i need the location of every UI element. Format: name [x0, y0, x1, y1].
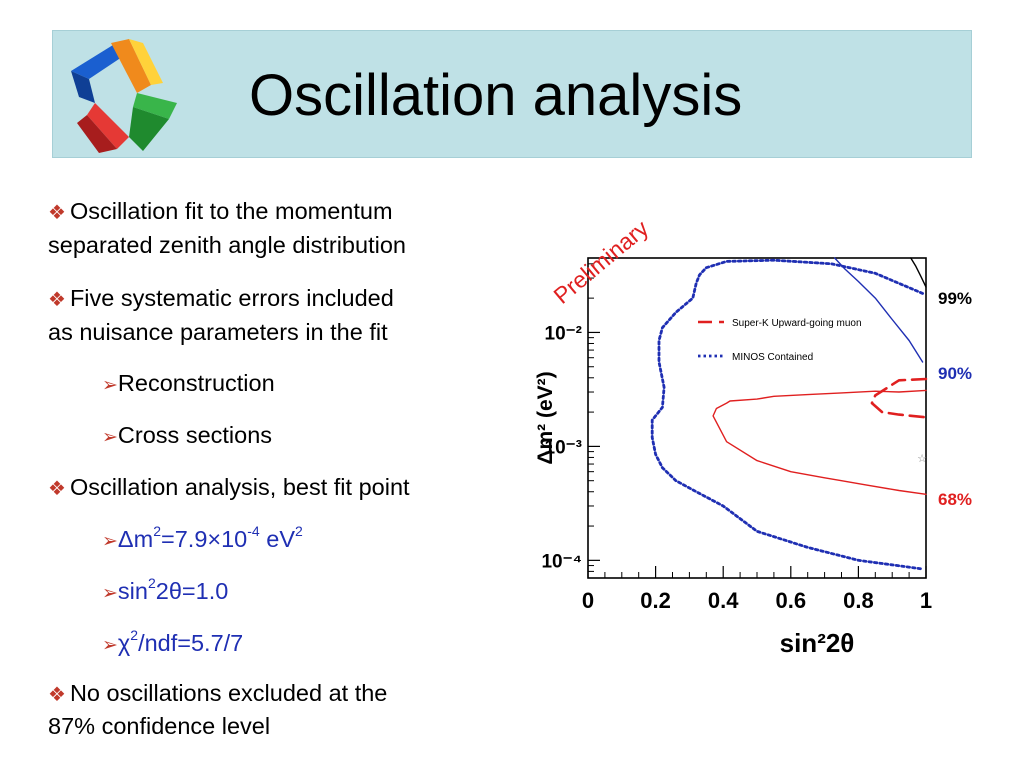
series-line-2 [910, 257, 927, 288]
bullet-4-line2: 87% confidence level [48, 713, 271, 739]
fit-sin-symbol: sin [117, 578, 148, 604]
arrow-bullet-icon: ➢ [102, 427, 118, 448]
x-tick-label: 1 [920, 588, 932, 613]
series-line-0 [870, 377, 928, 419]
diamond-bullet-icon: ❖ [48, 202, 66, 224]
sub-bullet-label: Cross sections [117, 422, 273, 448]
sub-bullet-reconstruction: ➢Reconstruction [102, 368, 275, 401]
arrow-bullet-icon: ➢ [102, 583, 118, 604]
series-line-1 [650, 258, 925, 571]
fit-chi-symbol: χ [117, 630, 131, 656]
fit-dm2-value: =7.9×10 [161, 526, 248, 552]
y-tick-label: 10⁻² [545, 323, 583, 344]
sub-bullet-label: Reconstruction [117, 370, 275, 396]
x-axis-label: sin²2θ [780, 628, 855, 658]
contour-plot: 0 0.2 0.4 0.6 0.8 1 10⁻² 10⁻³ 10⁻⁴ sin²2θ Δm² (eV²… [534, 215, 932, 658]
bullet-2: ❖ Five systematic errors included [48, 283, 394, 315]
contour-label-68: 68% [938, 490, 973, 509]
arrow-bullet-icon: ➢ [102, 375, 118, 396]
bullet-4-line1: No oscillations excluded at the [69, 680, 388, 706]
contour-label-99: 99% [938, 289, 973, 308]
fit-sin2: ➢sin22θ=1.0 [102, 575, 229, 604]
fit-sin-value: 2θ=1.0 [155, 578, 229, 604]
fit-dm2: ➢Δm2=7.9×10-4 eV2 [102, 523, 303, 552]
plot-frame [587, 257, 927, 579]
series-line-4 [712, 389, 927, 495]
bullet-1-line2: separated zenith angle distribution [48, 232, 406, 258]
x-tick-label: 0.2 [640, 588, 671, 613]
legend-label-1: MINOS Contained [732, 352, 813, 363]
fit-chi-value: /ndf=5.7/7 [138, 630, 244, 656]
bullet-2-line2: as nuisance parameters in the fit [48, 319, 388, 345]
title-banner: Oscillation analysis [52, 30, 972, 158]
t2k-logo-icon [71, 39, 177, 153]
x-tick-label: 0.4 [708, 588, 739, 613]
preliminary-stamp: Preliminary [548, 215, 653, 309]
best-fit-star-icon: ☆ [917, 453, 927, 465]
fit-chi2: ➢χ2/ndf=5.7/7 [102, 627, 244, 656]
y-tick-label: 10⁻³ [545, 437, 583, 458]
fit-dm2-symbol: Δm [117, 526, 154, 552]
bullet-4: ❖ No oscillations excluded at the [48, 678, 387, 710]
bullet-1: ❖ Oscillation fit to the momentum [48, 196, 393, 228]
contour-label-90: 90% [938, 364, 973, 383]
y-axis-label: Δm² (eV²) [534, 371, 557, 464]
legend-label-0: Super-K Upward-going muon [732, 318, 862, 329]
bullet-3: ❖ Oscillation analysis, best fit point [48, 472, 410, 504]
arrow-bullet-icon: ➢ [102, 635, 118, 656]
diamond-bullet-icon: ❖ [48, 478, 66, 500]
bullet-1-line1: Oscillation fit to the momentum [69, 198, 393, 224]
series-line-3 [834, 257, 924, 363]
fit-dm2-unit: eV [259, 526, 295, 552]
arrow-bullet-icon: ➢ [102, 531, 118, 552]
diamond-bullet-icon: ❖ [48, 289, 66, 311]
x-tick-label: 0 [582, 588, 594, 613]
sub-bullet-cross-sections: ➢Cross sections [102, 420, 272, 453]
diamond-bullet-icon: ❖ [48, 684, 66, 706]
y-tick-label: 10⁻⁴ [541, 551, 582, 572]
x-tick-label: 0.8 [843, 588, 874, 613]
bullet-2-line1: Five systematic errors included [69, 285, 394, 311]
x-tick-label: 0.6 [776, 588, 807, 613]
fit-dm2-exponent: -4 [247, 523, 260, 540]
page-title: Oscillation analysis [249, 63, 743, 128]
bullet-3-label: Oscillation analysis, best fit point [69, 474, 410, 500]
